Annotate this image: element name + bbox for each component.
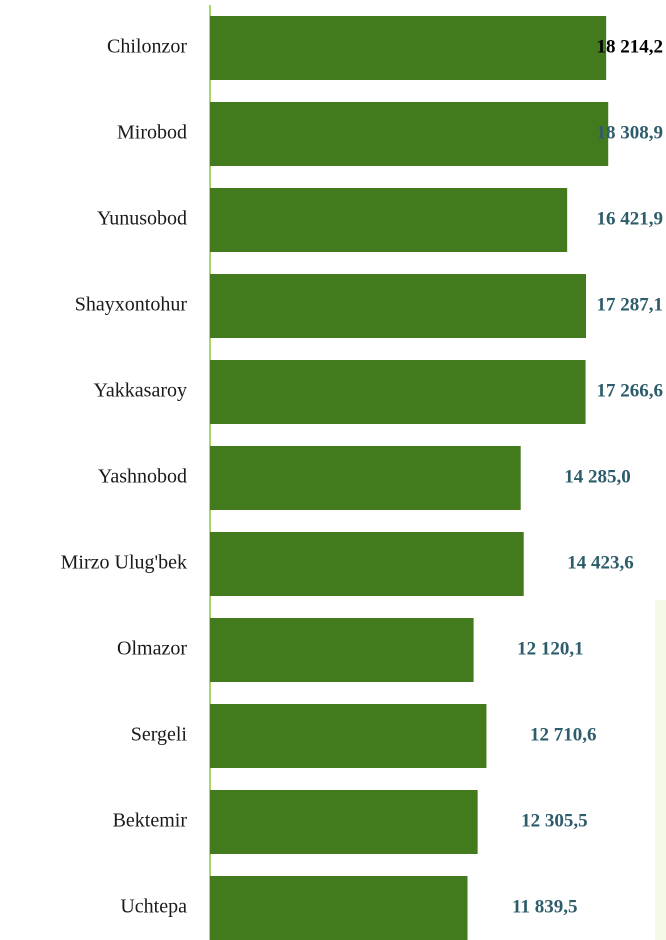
- bar: [210, 16, 607, 80]
- category-label: Sergeli: [131, 724, 188, 746]
- bar: [210, 274, 586, 338]
- value-label: 12 120,1: [517, 638, 584, 659]
- category-label: Shayxontohur: [75, 294, 188, 316]
- value-label: 14 285,0: [564, 466, 631, 487]
- category-label: Yashnobod: [98, 466, 187, 488]
- category-label: Yunusobod: [97, 208, 187, 230]
- bar: [210, 446, 521, 510]
- value-label: 17 287,1: [597, 294, 664, 315]
- category-label: Mirzo Ulug'bek: [61, 552, 187, 574]
- bar: [210, 704, 487, 768]
- category-label: Yakkasaroy: [93, 380, 187, 402]
- bar: [210, 790, 478, 854]
- value-label: 11 839,5: [512, 896, 577, 917]
- value-label: 12 305,5: [521, 810, 588, 831]
- bar: [210, 618, 474, 682]
- category-label: Bektemir: [113, 810, 188, 832]
- value-label: 16 421,9: [597, 208, 664, 229]
- category-label: Mirobod: [117, 122, 187, 144]
- bar: [210, 102, 609, 166]
- value-label: 17 266,6: [597, 380, 664, 401]
- value-label: 18 308,9: [597, 122, 664, 143]
- category-label: Olmazor: [117, 638, 187, 660]
- bar: [210, 876, 468, 940]
- value-label: 14 423,6: [567, 552, 634, 573]
- value-label: 12 710,6: [530, 724, 597, 745]
- category-label: Uchtepa: [120, 896, 187, 918]
- value-label: 18 214,2: [597, 36, 664, 57]
- side-panel: [655, 600, 666, 940]
- bar: [210, 188, 568, 252]
- bar: [210, 532, 524, 596]
- bar: [210, 360, 586, 424]
- category-label: Chilonzor: [107, 36, 187, 58]
